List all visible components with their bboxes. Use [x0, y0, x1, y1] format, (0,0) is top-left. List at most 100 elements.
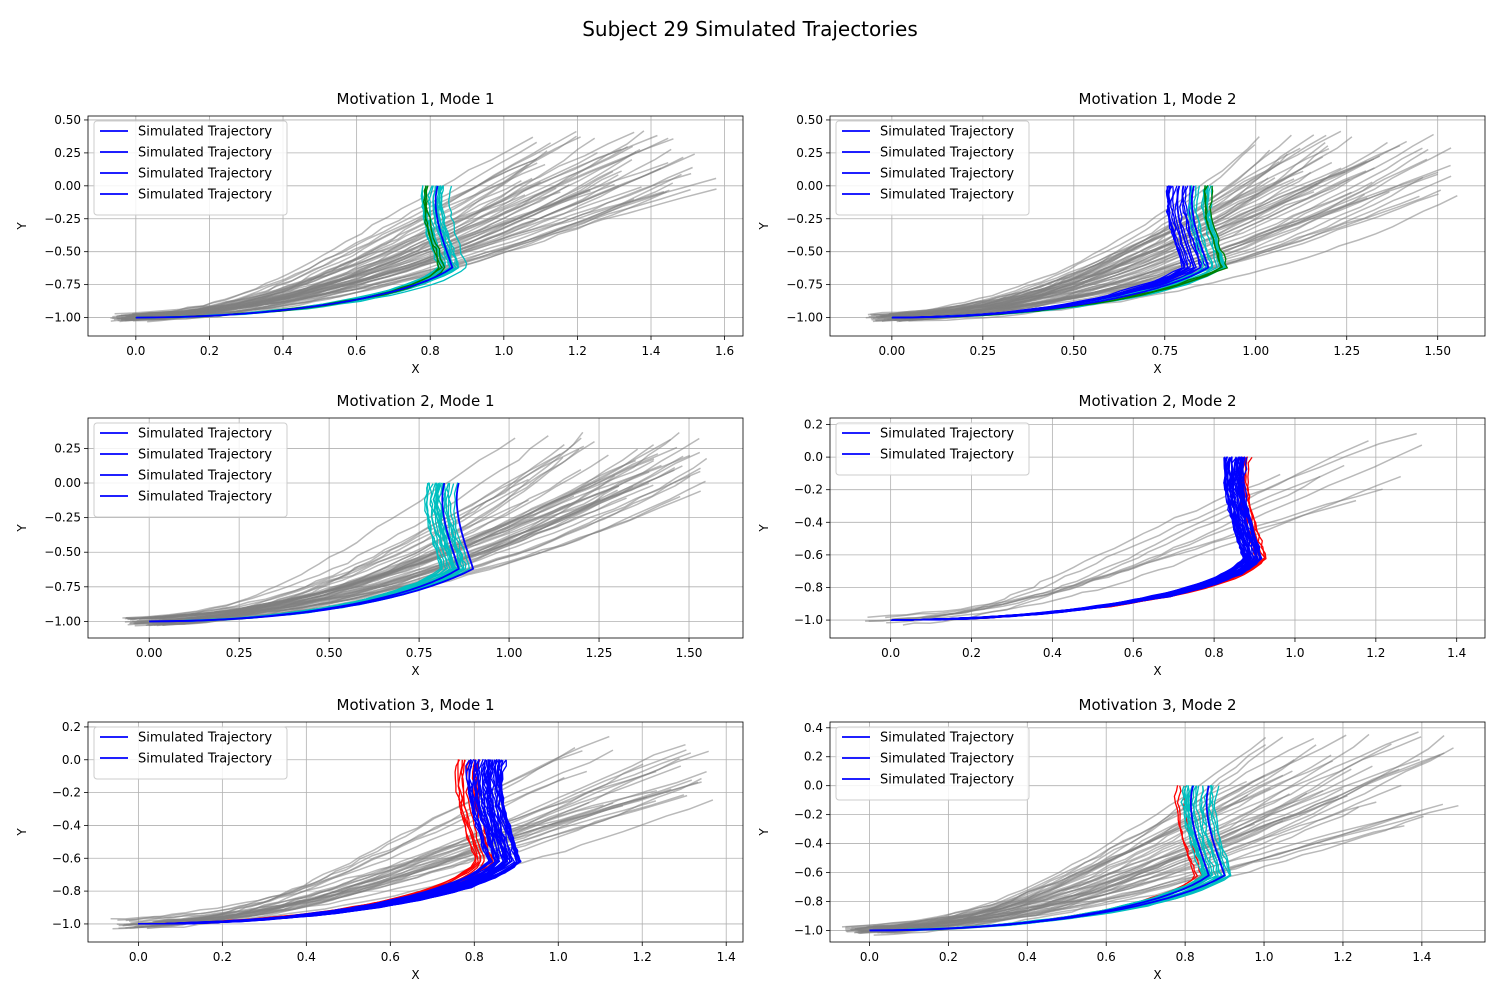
- observed-trajectory: [886, 768, 1400, 934]
- legend-entry: Simulated Trajectory: [880, 188, 1014, 203]
- simulated-trajectory-simulated: [890, 457, 1246, 621]
- simulated-trajectory-simulated: [890, 457, 1245, 621]
- x-tick-label: 0.4: [297, 950, 316, 964]
- subplot-5: 0.0 0.2 0.4 0.6 0.8 1.0 1.2 1.4 −1.0 −0.8 −0.6 −0.4…: [15, 696, 744, 982]
- simulated-trajectory-simulated: [890, 457, 1249, 621]
- observed-trajectory: [125, 482, 649, 619]
- simulated-trajectory-red: [890, 456, 1267, 621]
- y-tick-label: −1.0: [52, 917, 81, 931]
- simulated-trajectory-simulated: [890, 456, 1263, 621]
- simulated-trajectory-mean: [891, 185, 1210, 319]
- axes-frame: [87, 115, 744, 337]
- observed-trajectory: [127, 136, 534, 317]
- simulated-trajectory-simulated: [890, 457, 1249, 621]
- axes-frame: [829, 417, 1486, 639]
- x-tick-label: 0.0: [126, 344, 145, 358]
- x-tick-label: 0.25: [969, 344, 996, 358]
- x-tick-label: 1.4: [1447, 646, 1466, 660]
- y-tick-label: −1.0: [794, 613, 823, 627]
- simulated-trajectory-simulated: [890, 456, 1261, 621]
- y-tick-label: 0.50: [54, 113, 81, 127]
- y-tick-label: −1.0: [794, 923, 823, 937]
- simulated-trajectory-simulated: [890, 457, 1246, 621]
- plot-area: [110, 130, 717, 323]
- x-tick-label: 1.2: [633, 950, 652, 964]
- legend-entry: Simulated Trajectory: [880, 731, 1014, 746]
- legend-entry: Simulated Trajectory: [138, 490, 272, 505]
- y-tick-label: −0.2: [794, 483, 823, 497]
- legend-box: [93, 120, 288, 216]
- observed-trajectory: [140, 770, 588, 928]
- y-tick-label: −0.75: [44, 278, 81, 292]
- legend: Simulated Trajectory Simulated Trajectory…: [835, 120, 1030, 216]
- observed-trajectory: [143, 437, 516, 620]
- x-tick-label: 1.25: [1333, 344, 1360, 358]
- legend-entry: Simulated Trajectory: [880, 773, 1014, 788]
- y-tick-label: −0.75: [44, 580, 81, 594]
- simulated-trajectory-simulated: [890, 456, 1263, 621]
- y-tick-label: −0.75: [786, 278, 823, 292]
- y-tick-label: −0.2: [794, 808, 823, 822]
- x-axis-label: X: [411, 968, 419, 982]
- x-tick-label: 1.00: [1242, 344, 1269, 358]
- x-axis-label: X: [411, 362, 419, 376]
- y-axis-label: Y: [15, 524, 29, 533]
- x-tick-label: 0.2: [200, 344, 219, 358]
- x-tick-label: 0.6: [347, 344, 366, 358]
- observed-trajectory: [153, 459, 636, 626]
- simulated-trajectory-simulated: [890, 457, 1256, 621]
- subplot-title: Motivation 2, Mode 2: [1079, 392, 1237, 410]
- simulated-trajectory-simulated: [890, 456, 1248, 621]
- observed-trajectory: [908, 195, 1458, 322]
- observed-trajectory: [886, 770, 1293, 929]
- y-tick-label: 0.25: [54, 146, 81, 160]
- legend-entry: Simulated Trajectory: [138, 752, 272, 767]
- x-tick-label: 0.25: [226, 646, 253, 660]
- subplot-1: 0.0 0.2 0.4 0.6 0.8 1.0 1.2 1.4 1.6 −1.00 −0.75 −0.…: [15, 90, 744, 376]
- simulated-trajectory-mean: [869, 785, 1226, 932]
- observed-trajectory: [149, 495, 575, 619]
- simulated-trajectory-simulated: [890, 457, 1261, 621]
- x-axis-label: X: [1153, 664, 1161, 678]
- x-tick-label: 1.00: [496, 646, 523, 660]
- y-tick-label: 0.50: [796, 113, 823, 127]
- simulated-trajectory-simulated: [890, 456, 1246, 621]
- x-tick-label: 0.75: [406, 646, 433, 660]
- subplot-title: Motivation 3, Mode 1: [337, 696, 495, 714]
- observed-trajectory: [873, 734, 1347, 933]
- x-tick-label: 1.2: [568, 344, 587, 358]
- simulated-trajectory-simulated: [890, 457, 1262, 621]
- x-tick-label: 1.0: [494, 344, 513, 358]
- legend-entry: Simulated Trajectory: [880, 427, 1014, 442]
- subplot-title: Motivation 1, Mode 2: [1079, 90, 1237, 108]
- x-tick-label: 0.50: [1060, 344, 1087, 358]
- y-tick-label: 0.4: [804, 721, 823, 735]
- legend-box: [835, 422, 1030, 476]
- legend-entry: Simulated Trajectory: [138, 731, 272, 746]
- x-tick-label: 0.6: [381, 950, 400, 964]
- x-tick-label: 1.2: [1333, 950, 1352, 964]
- y-tick-label: 0.25: [54, 441, 81, 455]
- simulated-trajectory-red: [890, 457, 1261, 621]
- y-tick-label: 0.2: [804, 750, 823, 764]
- x-tick-label: 0.4: [1043, 646, 1062, 660]
- x-tick-label: 0.2: [962, 646, 981, 660]
- observed-trajectory: [134, 451, 701, 627]
- observed-trajectory: [881, 158, 1375, 318]
- simulated-trajectory-red: [890, 456, 1266, 621]
- observed-trajectory: [888, 134, 1292, 315]
- legend: Simulated Trajectory Simulated Trajectory: [93, 726, 288, 780]
- y-tick-label: −1.00: [44, 311, 81, 325]
- legend: Simulated Trajectory Simulated Trajectory…: [835, 726, 1030, 801]
- observed-trajectory: [885, 488, 1383, 619]
- x-tick-label: 1.4: [1412, 950, 1431, 964]
- legend-box: [835, 120, 1030, 216]
- x-tick-label: 0.00: [136, 646, 163, 660]
- observed-trajectory: [890, 177, 1269, 315]
- x-tick-label: 1.0: [1254, 950, 1273, 964]
- y-tick-label: −0.8: [794, 580, 823, 594]
- simulated-trajectory-simulated: [890, 456, 1244, 621]
- subplot-4: 0.0 0.2 0.4 0.6 0.8 1.0 1.2 1.4 −1.0 −0.8 −0.6 −0.4…: [757, 392, 1486, 678]
- y-tick-label: −0.25: [44, 511, 81, 525]
- simulated-trajectory-simulated: [890, 456, 1262, 621]
